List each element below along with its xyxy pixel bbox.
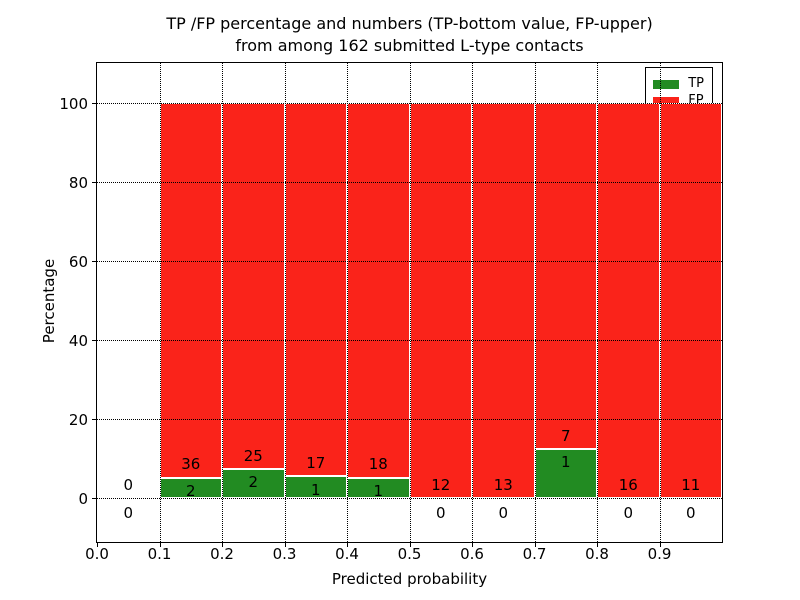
- tp-count-label: 0: [123, 504, 134, 523]
- x-tick-label-0.5: 0.5: [397, 545, 422, 563]
- gridline-x-0.8: [597, 63, 598, 542]
- tp-legend-label: TP: [688, 76, 704, 91]
- x-tick-0.6: [472, 542, 473, 547]
- bar-fp-0.5-0.6: [409, 102, 472, 499]
- x-tick-label-0.7: 0.7: [522, 545, 547, 563]
- y-tick-60: [92, 260, 96, 262]
- y-tick-label-100: 100: [59, 94, 88, 113]
- gridline-x-0.3: [284, 63, 286, 542]
- gridline-x-0.4: [347, 63, 348, 542]
- fp-count-label: 18: [368, 455, 388, 474]
- bar-fp-0.3-0.4: [284, 102, 347, 477]
- x-tick-0.5: [409, 542, 411, 547]
- tp-count-label: 1: [560, 453, 571, 472]
- x-tick-0.0: [97, 542, 98, 547]
- y-tick-100: [92, 102, 96, 104]
- tp-count-label: 1: [310, 480, 321, 499]
- y-axis-label: Percentage: [40, 258, 58, 344]
- tp-count-label: 1: [373, 481, 384, 500]
- fp-count-label: 12: [431, 476, 451, 495]
- gridline-x-0.7: [534, 63, 536, 542]
- fp-count-label: 11: [681, 476, 701, 495]
- gridline-x-0.2: [222, 63, 223, 542]
- fp-legend-swatch: [653, 96, 680, 106]
- x-tick-label-0.1: 0.1: [147, 545, 172, 563]
- x-tick-label-0.4: 0.4: [335, 545, 359, 563]
- tp-count-label: 2: [248, 473, 259, 492]
- x-tick-0.7: [534, 542, 536, 547]
- tp-count-label: 0: [685, 504, 696, 523]
- x-tick-0.1: [159, 542, 161, 547]
- x-tick-0.4: [347, 542, 348, 547]
- fp-count-label: 13: [493, 476, 513, 495]
- y-tick-20: [92, 419, 96, 421]
- bar-fp-0.1-0.2: [159, 102, 222, 478]
- x-tick-label-0.8: 0.8: [585, 545, 609, 563]
- chart-title: TP /FP percentage and numbers (TP-bottom…: [96, 13, 723, 57]
- y-tick-label-80: 80: [68, 173, 88, 192]
- x-tick-label-0.0: 0.0: [85, 545, 109, 563]
- fp-count-label: 25: [243, 446, 263, 465]
- y-tick-40: [92, 340, 96, 342]
- y-tick-80: [92, 181, 96, 183]
- bar-fp-0.8-0.9: [597, 102, 660, 499]
- bar-fp-0.9-1: [659, 102, 722, 499]
- chart-title-line2: from among 162 submitted L-type contacts: [235, 36, 584, 55]
- gridline-x-0.1: [159, 63, 161, 542]
- x-tick-0.8: [597, 542, 598, 547]
- gridline-x-0.6: [472, 63, 473, 542]
- fp-count-label: 7: [560, 426, 571, 445]
- legend-item-tp: TP: [653, 77, 704, 91]
- y-tick-label-20: 20: [68, 411, 88, 430]
- tp-legend-swatch: [653, 79, 680, 89]
- x-tick-0.3: [284, 542, 286, 547]
- chart-title-line1: TP /FP percentage and numbers (TP-bottom…: [166, 14, 653, 33]
- fp-count-label: 17: [306, 454, 326, 472]
- plot-area: TP FP 0 0 36 2 25 2 17 1 18 1 12 0 13 0 7 1 16 0 11 0: [92, 62, 723, 547]
- y-tick-label-0: 0: [78, 490, 88, 509]
- gridline-x-0.9: [659, 63, 661, 542]
- x-tick-0.2: [222, 542, 223, 547]
- bar-fp-0.6-0.7: [472, 102, 535, 499]
- x-tick-label-0.9: 0.9: [647, 545, 672, 563]
- bar-tp-0.7-0.8: [534, 448, 597, 499]
- bar-fp-0.2-0.3: [222, 102, 285, 470]
- tp-count-label: 0: [498, 504, 509, 523]
- y-tick-label-40: 40: [68, 332, 88, 351]
- tp-count-label: 0: [623, 504, 634, 523]
- tp-count-label: 0: [435, 504, 446, 523]
- x-tick-label-0.3: 0.3: [272, 545, 297, 563]
- x-tick-label-0.2: 0.2: [210, 545, 234, 563]
- bar-tp-0.2-0.3: [222, 469, 285, 499]
- bar-fp-0.7-0.8: [534, 102, 597, 449]
- fp-count-label: 0: [123, 476, 134, 495]
- fp-count-label: 36: [181, 455, 201, 474]
- bar-fp-0.4-0.5: [347, 102, 410, 478]
- y-tick-label-60: 60: [68, 252, 88, 271]
- fp-count-label: 16: [618, 476, 638, 495]
- x-axis-label: Predicted probability: [331, 570, 488, 588]
- tp-count-label: 2: [185, 481, 196, 500]
- x-tick-label-0.6: 0.6: [460, 545, 484, 563]
- x-tick-0.9: [659, 542, 661, 547]
- y-tick-0: [92, 498, 96, 500]
- gridline-x-0.5: [409, 63, 411, 542]
